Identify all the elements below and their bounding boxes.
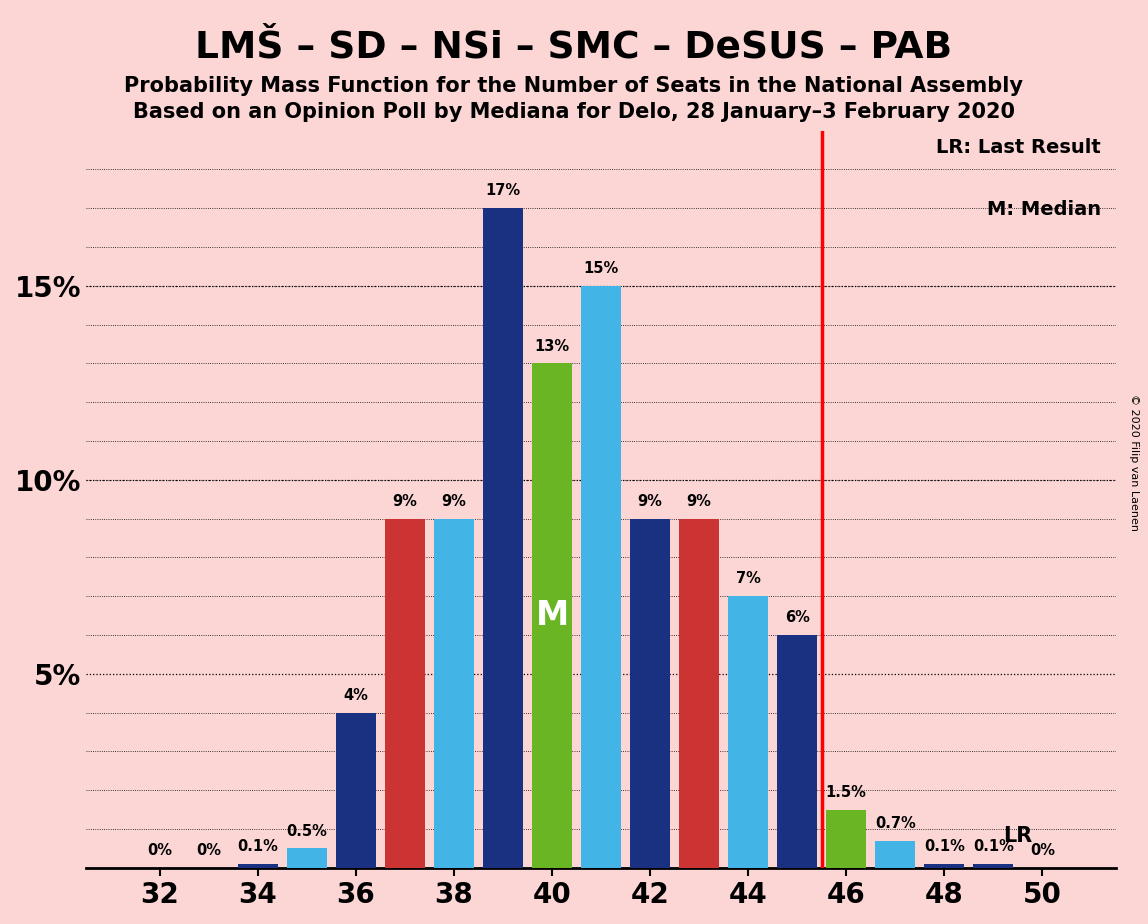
Bar [385,518,425,868]
Bar [678,518,719,868]
Text: LMŠ – SD – NSi – SMC – DeSUS – PAB: LMŠ – SD – NSi – SMC – DeSUS – PAB [195,30,953,66]
Bar [238,864,278,868]
Text: M: Median: M: Median [987,201,1101,219]
Bar [875,841,915,868]
Text: 4%: 4% [343,687,369,703]
Text: 6%: 6% [785,610,809,626]
Text: 0%: 0% [1030,843,1055,858]
Bar [287,848,327,868]
Text: 0.1%: 0.1% [238,839,278,854]
Text: 9%: 9% [637,493,662,509]
Bar [974,864,1014,868]
Text: Probability Mass Function for the Number of Seats in the National Assembly: Probability Mass Function for the Number… [124,76,1024,96]
Text: © 2020 Filip van Laenen: © 2020 Filip van Laenen [1130,394,1139,530]
Bar [532,363,572,868]
Bar [777,635,817,868]
Bar [728,596,768,868]
Text: 0.1%: 0.1% [972,839,1014,854]
Text: 15%: 15% [583,261,619,276]
Text: LR: LR [1003,826,1032,846]
Text: 9%: 9% [393,493,418,509]
Text: 0%: 0% [147,843,172,858]
Text: Based on an Opinion Poll by Mediana for Delo, 28 January–3 February 2020: Based on an Opinion Poll by Mediana for … [133,102,1015,122]
Text: 17%: 17% [486,183,520,199]
Text: LR: Last Result: LR: Last Result [937,139,1101,157]
Bar [581,286,621,868]
Text: 13%: 13% [535,338,569,354]
Bar [827,809,867,868]
Bar [336,712,377,868]
Text: 9%: 9% [442,493,466,509]
Text: 1.5%: 1.5% [825,784,867,800]
Text: 9%: 9% [687,493,712,509]
Bar [434,518,474,868]
Text: 7%: 7% [736,571,761,587]
Bar [924,864,964,868]
Text: 0.5%: 0.5% [287,823,327,839]
Bar [483,208,523,868]
Text: 0.7%: 0.7% [875,816,916,831]
Text: M: M [535,599,568,632]
Text: 0%: 0% [196,843,222,858]
Text: 0.1%: 0.1% [924,839,964,854]
Bar [630,518,670,868]
